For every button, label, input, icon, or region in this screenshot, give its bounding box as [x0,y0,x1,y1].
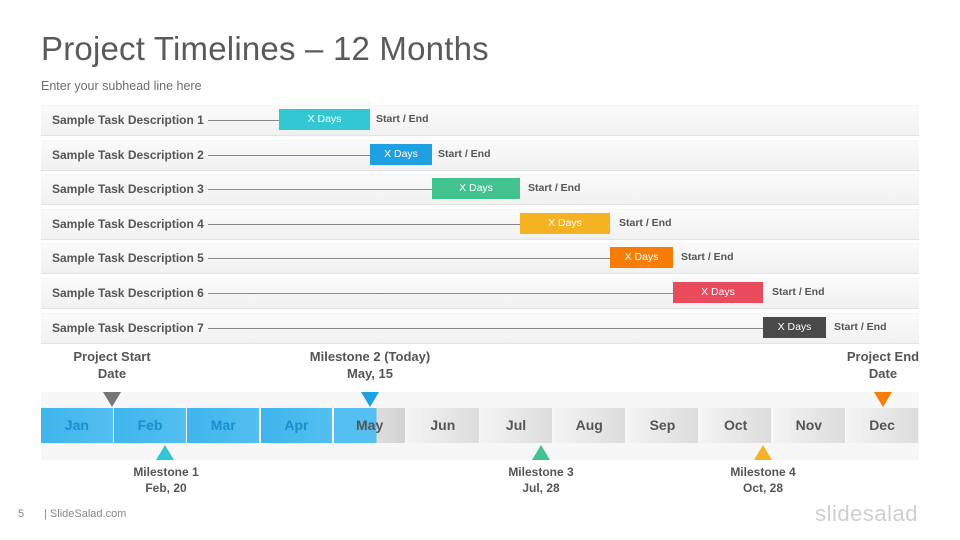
task-row: Sample Task Description 1 X Days Start /… [41,105,919,135]
month-cell: Dec [846,408,918,443]
month-cell: Jun [407,408,479,443]
task-row: Sample Task Description 7 X Days Start /… [41,312,919,343]
task-label: Sample Task Description 3 [52,182,204,197]
milestone-3-marker-icon [532,445,550,460]
month-cell: Nov [773,408,845,443]
milestone-title: Milestone 3 [508,465,574,479]
month-cell: Apr [260,408,333,443]
task-row: Sample Task Description 6 X Days Start /… [41,277,919,308]
task-start-end: Start / End [681,251,734,264]
task-bar[interactable]: X Days [279,109,370,130]
task-bar[interactable]: X Days [673,281,763,303]
milestone-1-marker-icon [156,445,174,460]
task-label: Sample Task Description 2 [52,147,204,162]
task-start-end: Start / End [834,320,887,333]
task-label: Sample Task Description 4 [52,216,204,231]
month-cell: May [333,408,406,443]
milestone-2-today: Milestone 2 (Today) May, 15 [300,348,440,382]
today-marker-icon [361,392,379,407]
page-title: Project Timelines – 12 Months [41,30,489,67]
milestone-1: Milestone 1 Feb, 20 [116,464,216,496]
task-row: Sample Task Description 5 X Days Start /… [41,243,919,274]
task-connector-line [208,258,610,260]
milestone-date: Oct, 28 [742,481,784,495]
task-connector-line [208,292,673,294]
milestone-date: Date [868,366,898,381]
milestone-date: Feb, 20 [145,481,187,495]
task-start-end: Start / End [376,113,429,125]
task-label: Sample Task Description 5 [52,251,204,266]
milestone-date: Date [97,366,127,381]
milestone-4-marker-icon [754,445,772,460]
task-bar[interactable]: X Days [520,212,610,234]
task-label: Sample Task Description 1 [52,113,204,127]
task-list: Sample Task Description 1 X Days Start /… [41,105,919,347]
month-cell: Sep [626,408,699,443]
task-connector-line [208,189,432,191]
task-connector-line [208,154,370,156]
milestone-4: Milestone 4 Oct, 28 [713,464,813,496]
milestone-date: May, 15 [346,366,393,381]
task-bar[interactable]: X Days [763,316,826,338]
task-connector-line [208,223,520,225]
task-start-end: Start / End [619,216,672,229]
task-bar[interactable]: X Days [432,178,520,200]
milestone-project-start: Project Start Date [62,348,162,382]
milestone-project-end: Project End Date [833,348,933,382]
task-start-end: Start / End [528,182,581,195]
task-label: Sample Task Description 7 [52,320,204,335]
task-bar[interactable]: X Days [610,247,673,269]
task-row: Sample Task Description 3 X Days Start /… [41,174,919,205]
task-row: Sample Task Description 2 X Days Start /… [41,139,919,170]
start-marker-icon [103,392,121,407]
task-connector-line [208,120,279,121]
month-cell: Feb [114,408,186,443]
month-cell: Aug [553,408,626,443]
milestone-title: Milestone 2 (Today) [309,349,431,364]
milestone-title: Milestone 1 [133,465,199,479]
footer-website: | SlideSalad.com [44,508,127,520]
milestone-date: Jul, 28 [522,481,560,495]
task-start-end: Start / End [772,285,825,298]
task-start-end: Start / End [438,147,491,160]
milestone-title: Project Start [73,349,151,364]
brand-logo: slidesalad [815,501,918,526]
task-bar[interactable]: X Days [370,143,432,165]
page-subhead: Enter your subhead line here [41,79,202,93]
slide-number: 5 [18,508,25,520]
milestone-title: Milestone 4 [730,465,796,479]
month-cell: Jan [41,408,113,443]
month-cell: Oct [699,408,772,443]
task-row: Sample Task Description 4 X Days Start /… [41,208,919,239]
milestone-3: Milestone 3 Jul, 28 [491,464,591,496]
milestone-title: Project End [846,349,920,364]
month-strip [41,392,919,460]
end-marker-icon [874,392,892,407]
month-cell: Mar [187,408,260,443]
month-cell: Jul [480,408,552,443]
task-connector-line [208,327,763,329]
task-label: Sample Task Description 6 [52,285,204,300]
